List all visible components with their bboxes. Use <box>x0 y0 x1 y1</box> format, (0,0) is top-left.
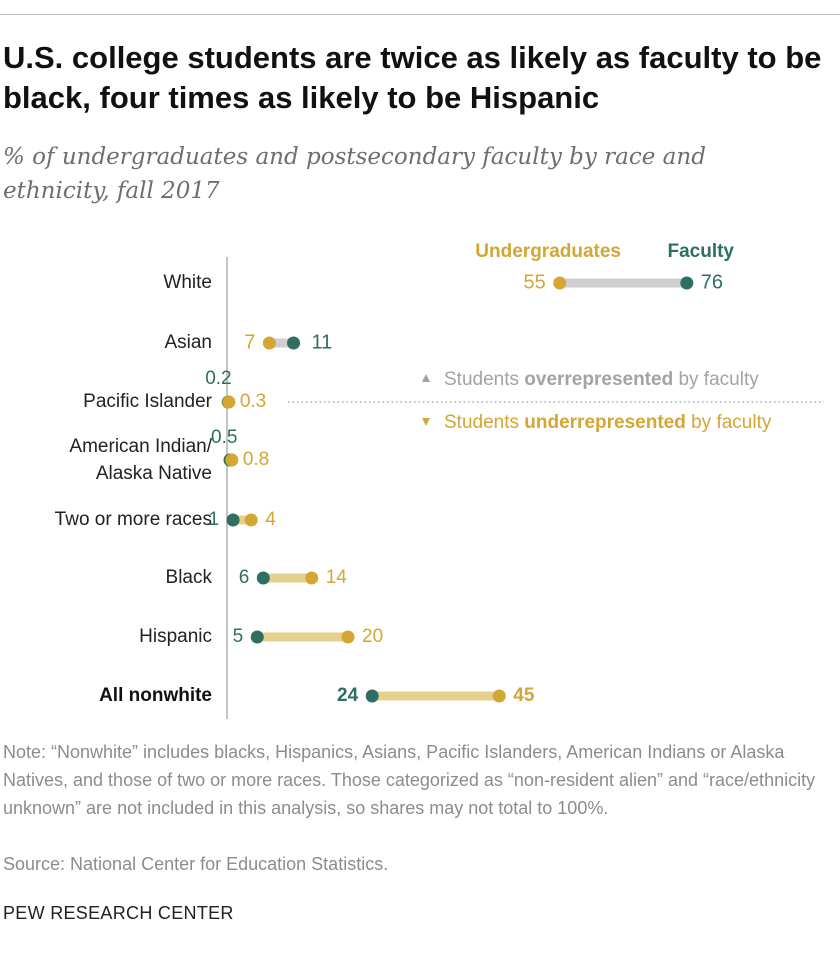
category-label-two-or-more-races: Two or more races <box>55 509 212 530</box>
category-label-hispanic: Hispanic <box>139 626 212 647</box>
category-label-pacific-islander: Pacific Islander <box>83 391 213 412</box>
legend-undergraduates: Undergraduates <box>475 241 621 262</box>
chart-note: Note: “Nonwhite” includes blacks, Hispan… <box>3 742 816 818</box>
faculty-value-white: 76 <box>701 271 723 293</box>
undergrad-point-american-indian-alaska-native <box>225 453 239 467</box>
undergrad-value-american-indian-alaska-native: 0.8 <box>243 449 269 470</box>
faculty-point-all-nonwhite <box>365 689 379 703</box>
undergrad-point-white <box>553 276 567 290</box>
pew-credit: PEW RESEARCH CENTER <box>3 903 234 923</box>
category-label-all-nonwhite: All nonwhite <box>99 685 212 706</box>
category-label-white: White <box>163 272 212 293</box>
category-label-asian: Asian <box>164 332 212 353</box>
undergrad-value-two-or-more-races: 4 <box>265 509 276 530</box>
faculty-value-pacific-islander: 0.2 <box>205 368 231 389</box>
undergrad-point-pacific-islander <box>222 395 236 409</box>
undergrad-value-hispanic: 20 <box>362 626 383 647</box>
category-label-black: Black <box>166 567 213 588</box>
faculty-value-hispanic: 5 <box>233 626 244 647</box>
annotation-underrepresented: Students underrepresented by faculty <box>444 412 772 433</box>
undergrad-value-asian: 7 <box>244 331 255 353</box>
down-arrow-icon <box>422 418 430 426</box>
faculty-value-asian: 11 <box>312 331 333 353</box>
faculty-point-two-or-more-races <box>226 513 240 527</box>
undergrad-point-black <box>305 571 319 585</box>
category-label-american-indian-alaska-native-line2: Alaska Native <box>96 463 212 484</box>
undergrad-point-all-nonwhite <box>492 689 506 703</box>
up-arrow-icon <box>422 374 430 382</box>
undergrad-point-two-or-more-races <box>244 513 258 527</box>
legend-faculty: Faculty <box>667 241 734 262</box>
faculty-point-hispanic <box>250 630 264 644</box>
undergrad-point-asian <box>262 336 276 350</box>
undergrad-value-all-nonwhite: 45 <box>513 685 535 706</box>
undergrad-value-white: 55 <box>524 271 546 293</box>
faculty-point-asian <box>287 336 301 350</box>
faculty-value-american-indian-alaska-native: 0.5 <box>211 427 237 448</box>
top-rule <box>0 14 840 15</box>
faculty-value-two-or-more-races: 1 <box>208 509 219 530</box>
dumbbell-chart: Undergraduates Faculty White 55 76 Asian 7 11 Pa… <box>55 241 824 719</box>
category-label-american-indian-alaska-native-line1: American Indian/ <box>69 436 212 457</box>
chart-source: Source: National Center for Education St… <box>3 854 389 874</box>
undergrad-value-black: 14 <box>326 567 348 588</box>
undergrad-value-pacific-islander: 0.3 <box>240 391 266 412</box>
chart-title: U.S. college students are twice as likel… <box>3 40 822 115</box>
undergrad-point-hispanic <box>341 630 355 644</box>
faculty-value-all-nonwhite: 24 <box>337 685 359 706</box>
faculty-point-black <box>256 571 270 585</box>
faculty-point-white <box>680 276 694 290</box>
chart-subtitle: % of undergraduates and postsecondary fa… <box>3 144 706 204</box>
faculty-value-black: 6 <box>239 567 250 588</box>
annotation-overrepresented: Students overrepresented by faculty <box>444 369 759 390</box>
